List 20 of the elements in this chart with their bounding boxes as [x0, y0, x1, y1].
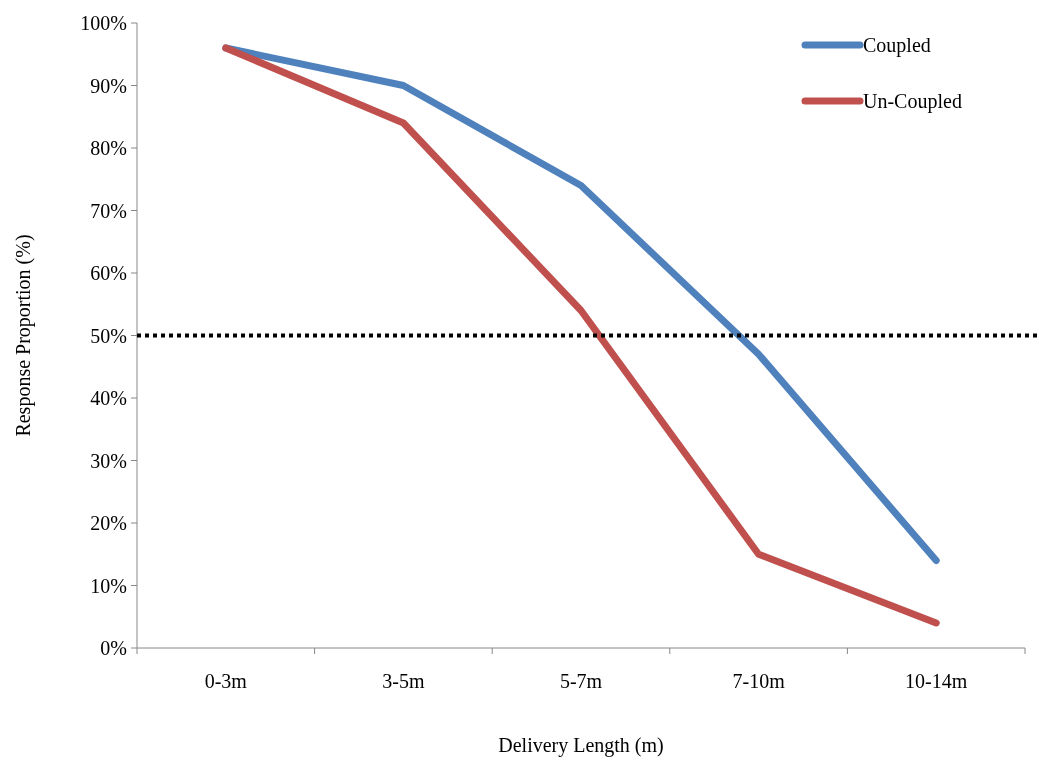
y-tick-label: 30% [90, 449, 127, 472]
y-tick-label: 70% [90, 199, 127, 222]
y-tick-label: 90% [90, 74, 127, 97]
y-tick-label: 0% [100, 637, 127, 659]
x-axis-title: Delivery Length (m) [498, 734, 664, 757]
x-tick-label: 10-14m [905, 670, 968, 692]
x-tick-label: 0-3m [204, 670, 248, 692]
x-tick-label: 3-5m [382, 670, 425, 692]
x-tick-label: 5-7m [559, 670, 603, 692]
x-tick-label: 7-10m [732, 670, 786, 692]
y-tick-label: 80% [90, 137, 127, 159]
y-tick-label: 60% [90, 262, 127, 284]
y-tick-label: 100% [80, 12, 127, 34]
y-tick-label: 10% [90, 574, 127, 597]
y-tick-label: 20% [90, 512, 127, 534]
legend-label: Un-Coupled [863, 90, 962, 113]
y-axis-title: Response Proportion (%) [12, 234, 35, 437]
y-tick-label: 50% [90, 324, 127, 347]
y-tick-label: 40% [90, 387, 127, 409]
legend-label: Coupled [863, 34, 931, 57]
